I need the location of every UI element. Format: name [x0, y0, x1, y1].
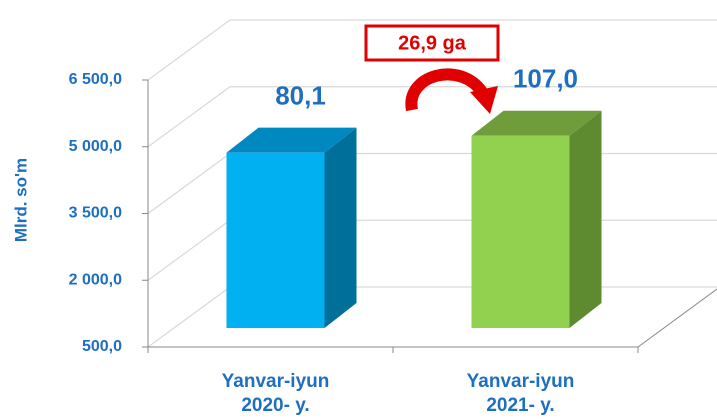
grid-line — [147, 86, 717, 148]
callout-box — [364, 24, 500, 62]
bar-top — [471, 110, 602, 136]
y-tick-label: 2 000,0 — [69, 271, 122, 288]
callout-text: 26,9 ga — [398, 32, 467, 54]
y-axis-label: Mlrd. so'm — [11, 158, 30, 242]
y-tick-label: 5 000,0 — [69, 138, 122, 155]
y-tick-label: 500,0 — [82, 338, 122, 355]
x-tick-label: Yanvar-iyun — [222, 371, 330, 392]
change-arrow — [405, 68, 487, 112]
grid-line — [147, 19, 717, 81]
bar-side — [569, 110, 602, 328]
bar-side — [324, 127, 357, 328]
arrow-head — [470, 86, 498, 114]
change-callout: 26,9 ga — [364, 24, 500, 114]
x-tick-label: Yanvar-iyun — [467, 371, 575, 392]
plot: 500,0 2 000,0 3 500,0 5 000,0 6 500,0 80,1 Yan… — [69, 19, 717, 416]
x-tick-label: 2020- y. — [241, 395, 309, 416]
bar-top — [226, 127, 357, 153]
bar-annotation: 80,1 — [275, 81, 326, 111]
bar — [226, 152, 325, 328]
y-tick-label: 3 500,0 — [69, 205, 122, 222]
bar — [471, 135, 570, 328]
bar-annotation: 107,0 — [513, 64, 578, 94]
x-tick-label: 2021- y. — [486, 395, 554, 416]
y-tick-label: 6 500,0 — [69, 71, 122, 88]
